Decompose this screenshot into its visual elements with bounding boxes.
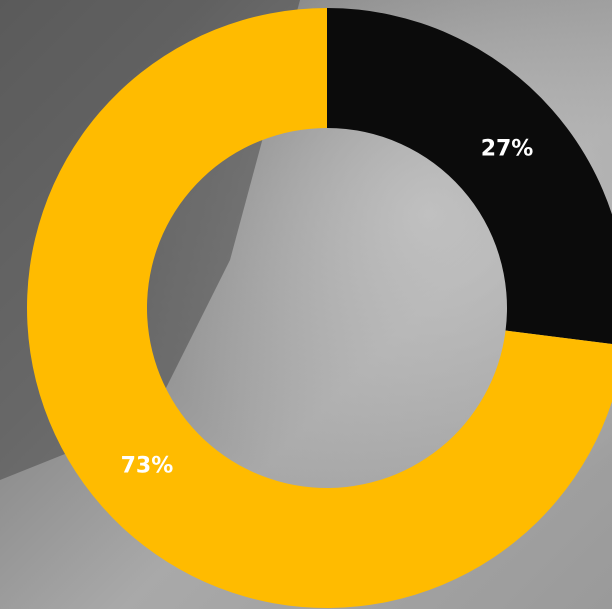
donut-segment <box>27 8 612 608</box>
data-label: 27% <box>481 136 534 161</box>
donut-segment <box>327 8 612 345</box>
data-label: 73% <box>121 454 174 479</box>
